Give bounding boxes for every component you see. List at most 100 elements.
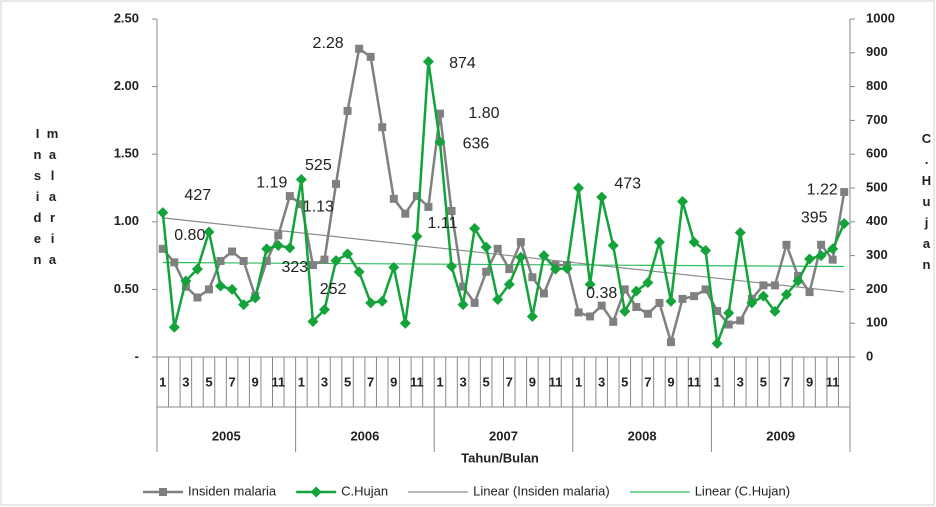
point: [792, 275, 804, 287]
point: [399, 317, 411, 329]
data-label: 252: [320, 281, 347, 298]
point: [827, 243, 839, 255]
point: [411, 230, 423, 242]
point: [734, 227, 746, 239]
y2-tick-label: 100: [866, 315, 888, 330]
point: [688, 236, 700, 248]
point: [388, 261, 400, 273]
x-tick-label: 5: [621, 374, 628, 389]
point: [817, 240, 826, 249]
point: [573, 182, 585, 194]
point: [434, 136, 446, 148]
point: [828, 255, 837, 264]
point: [596, 191, 608, 203]
point: [216, 257, 225, 266]
point: [249, 292, 261, 304]
point: [711, 337, 723, 349]
data-label: 525: [305, 157, 332, 174]
point: [180, 275, 192, 287]
data-label: 1.19: [256, 174, 287, 191]
point: [470, 298, 479, 307]
point: [630, 285, 642, 297]
point: [780, 288, 792, 300]
x-tick-label: 11: [826, 374, 840, 389]
point: [516, 238, 525, 247]
data-label: 323: [281, 259, 308, 276]
trendline: [162, 261, 845, 268]
point: [203, 226, 215, 238]
point: [274, 231, 283, 240]
point: [457, 299, 469, 311]
y-axis-title: Insiden malaria: [30, 126, 60, 273]
point: [297, 200, 306, 209]
point: [746, 297, 758, 309]
y2-tick-label: 300: [866, 247, 888, 262]
group-label: 2005: [212, 428, 241, 443]
point: [677, 196, 689, 208]
y2-tick-label: 1000: [866, 10, 895, 25]
legend-label: Insiden malaria: [188, 483, 277, 498]
x-tick-label: 9: [667, 374, 674, 389]
point: [157, 207, 169, 219]
y2-tick-label: 700: [866, 112, 888, 127]
point: [528, 273, 537, 282]
point: [724, 320, 733, 329]
group-label: 2008: [628, 428, 657, 443]
data-label: 395: [801, 210, 828, 227]
y-tick-label: 0.50: [114, 281, 139, 296]
data-label: 2.28: [313, 35, 344, 52]
x-tick-label: 3: [182, 374, 189, 389]
x-tick-label: 1: [714, 374, 721, 389]
point: [815, 250, 827, 262]
point: [492, 294, 504, 306]
point: [840, 188, 849, 197]
y2-tick-label: 200: [866, 281, 888, 296]
point: [759, 281, 768, 290]
point: [642, 277, 654, 289]
group-label: 2006: [350, 428, 379, 443]
point: [228, 247, 237, 256]
point: [353, 266, 365, 278]
point: [804, 253, 816, 265]
x-tick-label: 3: [737, 374, 744, 389]
point: [343, 106, 352, 115]
point: [549, 263, 561, 275]
point: [665, 295, 677, 307]
point: [376, 295, 388, 307]
x-tick-label: 7: [506, 374, 513, 389]
point: [226, 283, 238, 295]
point: [503, 278, 515, 290]
data-label: 0.80: [174, 227, 205, 244]
point: [389, 194, 398, 203]
point: [632, 302, 641, 311]
x-tick-label: 11: [549, 374, 563, 389]
point: [181, 282, 190, 291]
x-tick-label: 1: [575, 374, 582, 389]
point: [690, 292, 699, 301]
x-tick-label: 11: [687, 374, 701, 389]
point: [609, 317, 618, 326]
y2-tick-label: 800: [866, 78, 888, 93]
point: [401, 209, 410, 218]
point: [620, 285, 629, 294]
point: [215, 280, 227, 292]
x-tick-label: 1: [436, 374, 443, 389]
y-tick-label: 2.50: [114, 10, 139, 25]
y2-tick-label: 600: [866, 146, 888, 161]
y-tick-label: 1.50: [114, 146, 139, 161]
point: [459, 282, 468, 291]
x-tick-label: 7: [644, 374, 651, 389]
x-tick-label: 9: [806, 374, 813, 389]
point: [607, 239, 619, 251]
x-tick-label: 3: [459, 374, 466, 389]
legend-label: Linear (C.Hujan): [695, 483, 790, 498]
legend-marker: [159, 488, 167, 496]
data-label: 1.80: [468, 105, 499, 122]
point: [505, 265, 514, 274]
point: [469, 223, 481, 235]
point: [701, 285, 710, 294]
x-tick-label: 9: [252, 374, 259, 389]
point: [526, 310, 538, 322]
